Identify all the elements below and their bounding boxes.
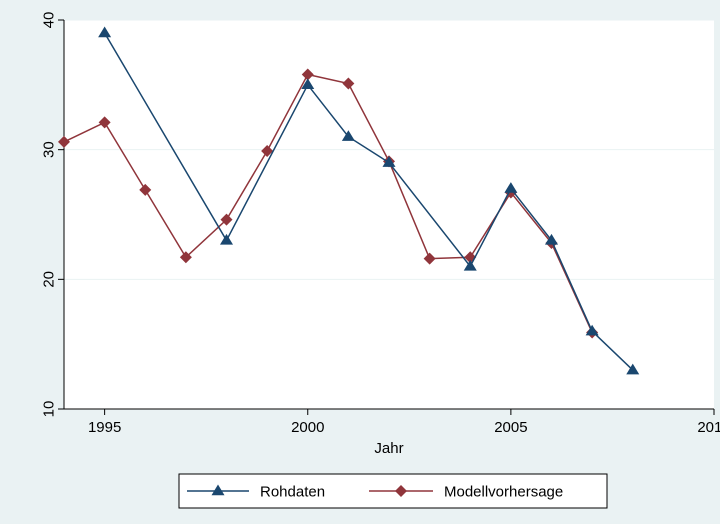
x-tick-label-1995: 1995 (88, 419, 121, 436)
point-modellvorhersage-2000 (301, 68, 314, 81)
point-rohdaten-2006 (545, 233, 558, 245)
point-rohdaten-2001 (341, 130, 355, 141)
legend-marker-modellvorhersage (395, 485, 407, 497)
point-rohdaten-2005 (504, 182, 518, 193)
point-modellvorhersage-1999 (261, 144, 274, 157)
x-axis-title: Jahr (374, 440, 403, 457)
series-line-modellvorhersage (63, 73, 593, 333)
y-tick-label-20: 20 (40, 271, 57, 288)
axes: 10 20 30 40 1995 2000 2005 2010 (40, 12, 720, 436)
legend: Rohdaten Modellvorhersage (178, 473, 608, 509)
point-modellvorhersage-1996 (139, 183, 152, 196)
series (58, 26, 640, 375)
series-rohdaten (98, 26, 640, 375)
legend-label-rohdaten: Rohdaten (260, 483, 325, 500)
y-tick-label-30: 30 (40, 141, 57, 158)
legend-marker-rohdaten (211, 484, 225, 496)
x-tick-label-2010: 2010 (697, 419, 720, 436)
legend-box (178, 473, 608, 509)
point-modellvorhersage-1995 (98, 116, 111, 129)
point-rohdaten-2002 (382, 156, 396, 167)
x-tick-label-2005: 2005 (494, 419, 527, 436)
point-rohdaten-2007 (585, 324, 599, 336)
point-rohdaten-2008 (626, 363, 640, 375)
series-line-rohdaten (103, 32, 634, 371)
plot-area (64, 20, 714, 409)
point-rohdaten-1998 (220, 233, 233, 245)
point-modellvorhersage-2003 (423, 252, 436, 265)
point-rohdaten-1995 (98, 26, 112, 38)
point-rohdaten-2000 (301, 78, 315, 90)
y-tick-label-10: 10 (40, 401, 57, 418)
legend-label-modellvorhersage: Modellvorhersage (444, 483, 563, 500)
point-modellvorhersage-1997 (179, 251, 192, 264)
point-modellvorhersage-1998 (220, 213, 233, 226)
point-modellvorhersage-1994 (58, 135, 70, 148)
point-modellvorhersage-2001 (342, 77, 355, 90)
point-rohdaten-2004 (463, 259, 477, 271)
x-tick-label-2000: 2000 (291, 419, 324, 436)
y-tick-label-40: 40 (40, 12, 57, 29)
